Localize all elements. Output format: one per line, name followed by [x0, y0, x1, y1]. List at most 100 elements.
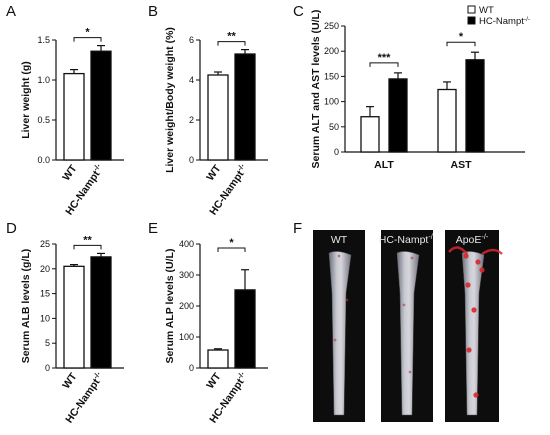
y-axis-label: Serum ALP levels (U/L)	[164, 249, 176, 364]
y-axis-label: Liver weight/Body weight (%)	[164, 27, 176, 173]
y-tick-label: 0	[189, 155, 194, 165]
bar	[207, 349, 229, 369]
x-tick-label: WT	[60, 370, 80, 391]
bar	[388, 78, 408, 153]
significance-bracket	[73, 244, 102, 250]
y-tick-label: 400	[179, 239, 194, 249]
plaque-spot	[337, 254, 341, 258]
aorta-photo-2: HC-Nampt-/-	[379, 230, 436, 422]
aorta-photo-1: WT	[313, 230, 365, 422]
legend-swatch	[467, 5, 476, 14]
plaque-spot	[466, 347, 472, 353]
y-tick-label: 1.0	[37, 75, 50, 85]
bar	[234, 53, 256, 161]
photo-label: HC-Nampt-/-	[379, 232, 436, 247]
panel-letter: A	[6, 3, 16, 20]
y-tick-label: 4	[189, 75, 194, 85]
photo-label: WT	[331, 234, 348, 246]
plaque-spot	[408, 370, 412, 374]
panel-letter: E	[148, 220, 158, 237]
x-tick-label: ALT	[374, 159, 394, 171]
x-tick-label: WT	[60, 162, 80, 183]
y-axis-label: Serum ALT and AST levels (U/L)	[310, 10, 322, 169]
significance-bracket	[369, 62, 399, 67]
y-tick-label: 300	[179, 270, 194, 280]
plaque-spot	[465, 282, 471, 288]
plaque-spot	[402, 303, 406, 307]
y-tick-label: 0	[45, 363, 50, 373]
photo-label: ApoE-/-	[456, 232, 489, 247]
y-tick-label: 200	[324, 46, 339, 56]
x-tick-label: AST	[451, 159, 473, 171]
panel-letter: C	[293, 3, 304, 20]
y-tick-label: 5	[45, 338, 50, 348]
y-tick-label: 0	[334, 147, 339, 157]
significance-mark: **	[227, 31, 236, 43]
y-axis-label: Liver weight (g)	[20, 61, 32, 139]
y-tick-label: 0.5	[37, 115, 50, 125]
plaque-branch	[448, 246, 468, 255]
significance-bracket	[217, 247, 246, 252]
y-tick-label: 100	[324, 97, 339, 107]
plaque-spot	[475, 259, 481, 265]
bar	[63, 265, 85, 369]
significance-bracket	[446, 41, 476, 47]
plaque-spot	[345, 298, 349, 302]
aorta-tissue	[328, 251, 352, 416]
legend-label: HC-Nampt-/-	[479, 16, 530, 28]
plaque-spot	[410, 256, 414, 260]
panel-letter: D	[6, 220, 17, 237]
y-tick-label: 2	[189, 115, 194, 125]
significance-bracket	[217, 41, 246, 46]
x-tick-label: WT	[204, 162, 224, 183]
y-tick-label: 0	[189, 363, 194, 373]
significance-mark: ***	[378, 52, 392, 64]
panel-letter: B	[148, 3, 158, 20]
y-tick-label: 1.5	[37, 35, 50, 45]
plaque-spot	[463, 253, 469, 259]
legend-swatch	[467, 16, 476, 25]
plaque-spot	[471, 307, 477, 313]
y-tick-label: 20	[40, 264, 50, 274]
legend-label: WT	[479, 5, 494, 16]
y-tick-label: 250	[324, 21, 339, 31]
y-tick-label: 200	[179, 301, 194, 311]
y-axis-label: Serum ALB levels (g/L)	[20, 249, 32, 364]
plaque-spot	[473, 392, 479, 398]
bar	[360, 116, 380, 153]
bar	[90, 50, 112, 161]
y-tick-label: 50	[329, 122, 339, 132]
bar	[437, 88, 457, 153]
panel-f: F WT HC-Nampt-/- ApoE-/-	[293, 220, 503, 422]
significance-bracket	[73, 37, 102, 42]
panel-letter: F	[293, 220, 302, 237]
bar	[90, 256, 112, 369]
aorta-tissue	[396, 251, 420, 416]
bar	[465, 59, 485, 153]
aorta-photo-3: ApoE-/-	[445, 230, 503, 422]
y-tick-label: 25	[40, 239, 50, 249]
y-tick-label: 15	[40, 289, 50, 299]
plaque-spot	[333, 338, 337, 342]
significance-mark: *	[459, 31, 464, 43]
y-tick-label: 0.0	[37, 155, 50, 165]
significance-mark: *	[229, 237, 234, 249]
x-tick-label: WT	[204, 370, 224, 391]
plaque-branch	[481, 248, 503, 256]
bar	[207, 74, 229, 161]
y-tick-label: 6	[189, 35, 194, 45]
bar	[63, 72, 85, 161]
significance-mark: **	[83, 234, 92, 246]
significance-mark: *	[85, 27, 90, 39]
y-tick-label: 150	[324, 71, 339, 81]
y-tick-label: 100	[179, 332, 194, 342]
plaque-spot	[479, 267, 485, 273]
y-tick-label: 10	[40, 313, 50, 323]
